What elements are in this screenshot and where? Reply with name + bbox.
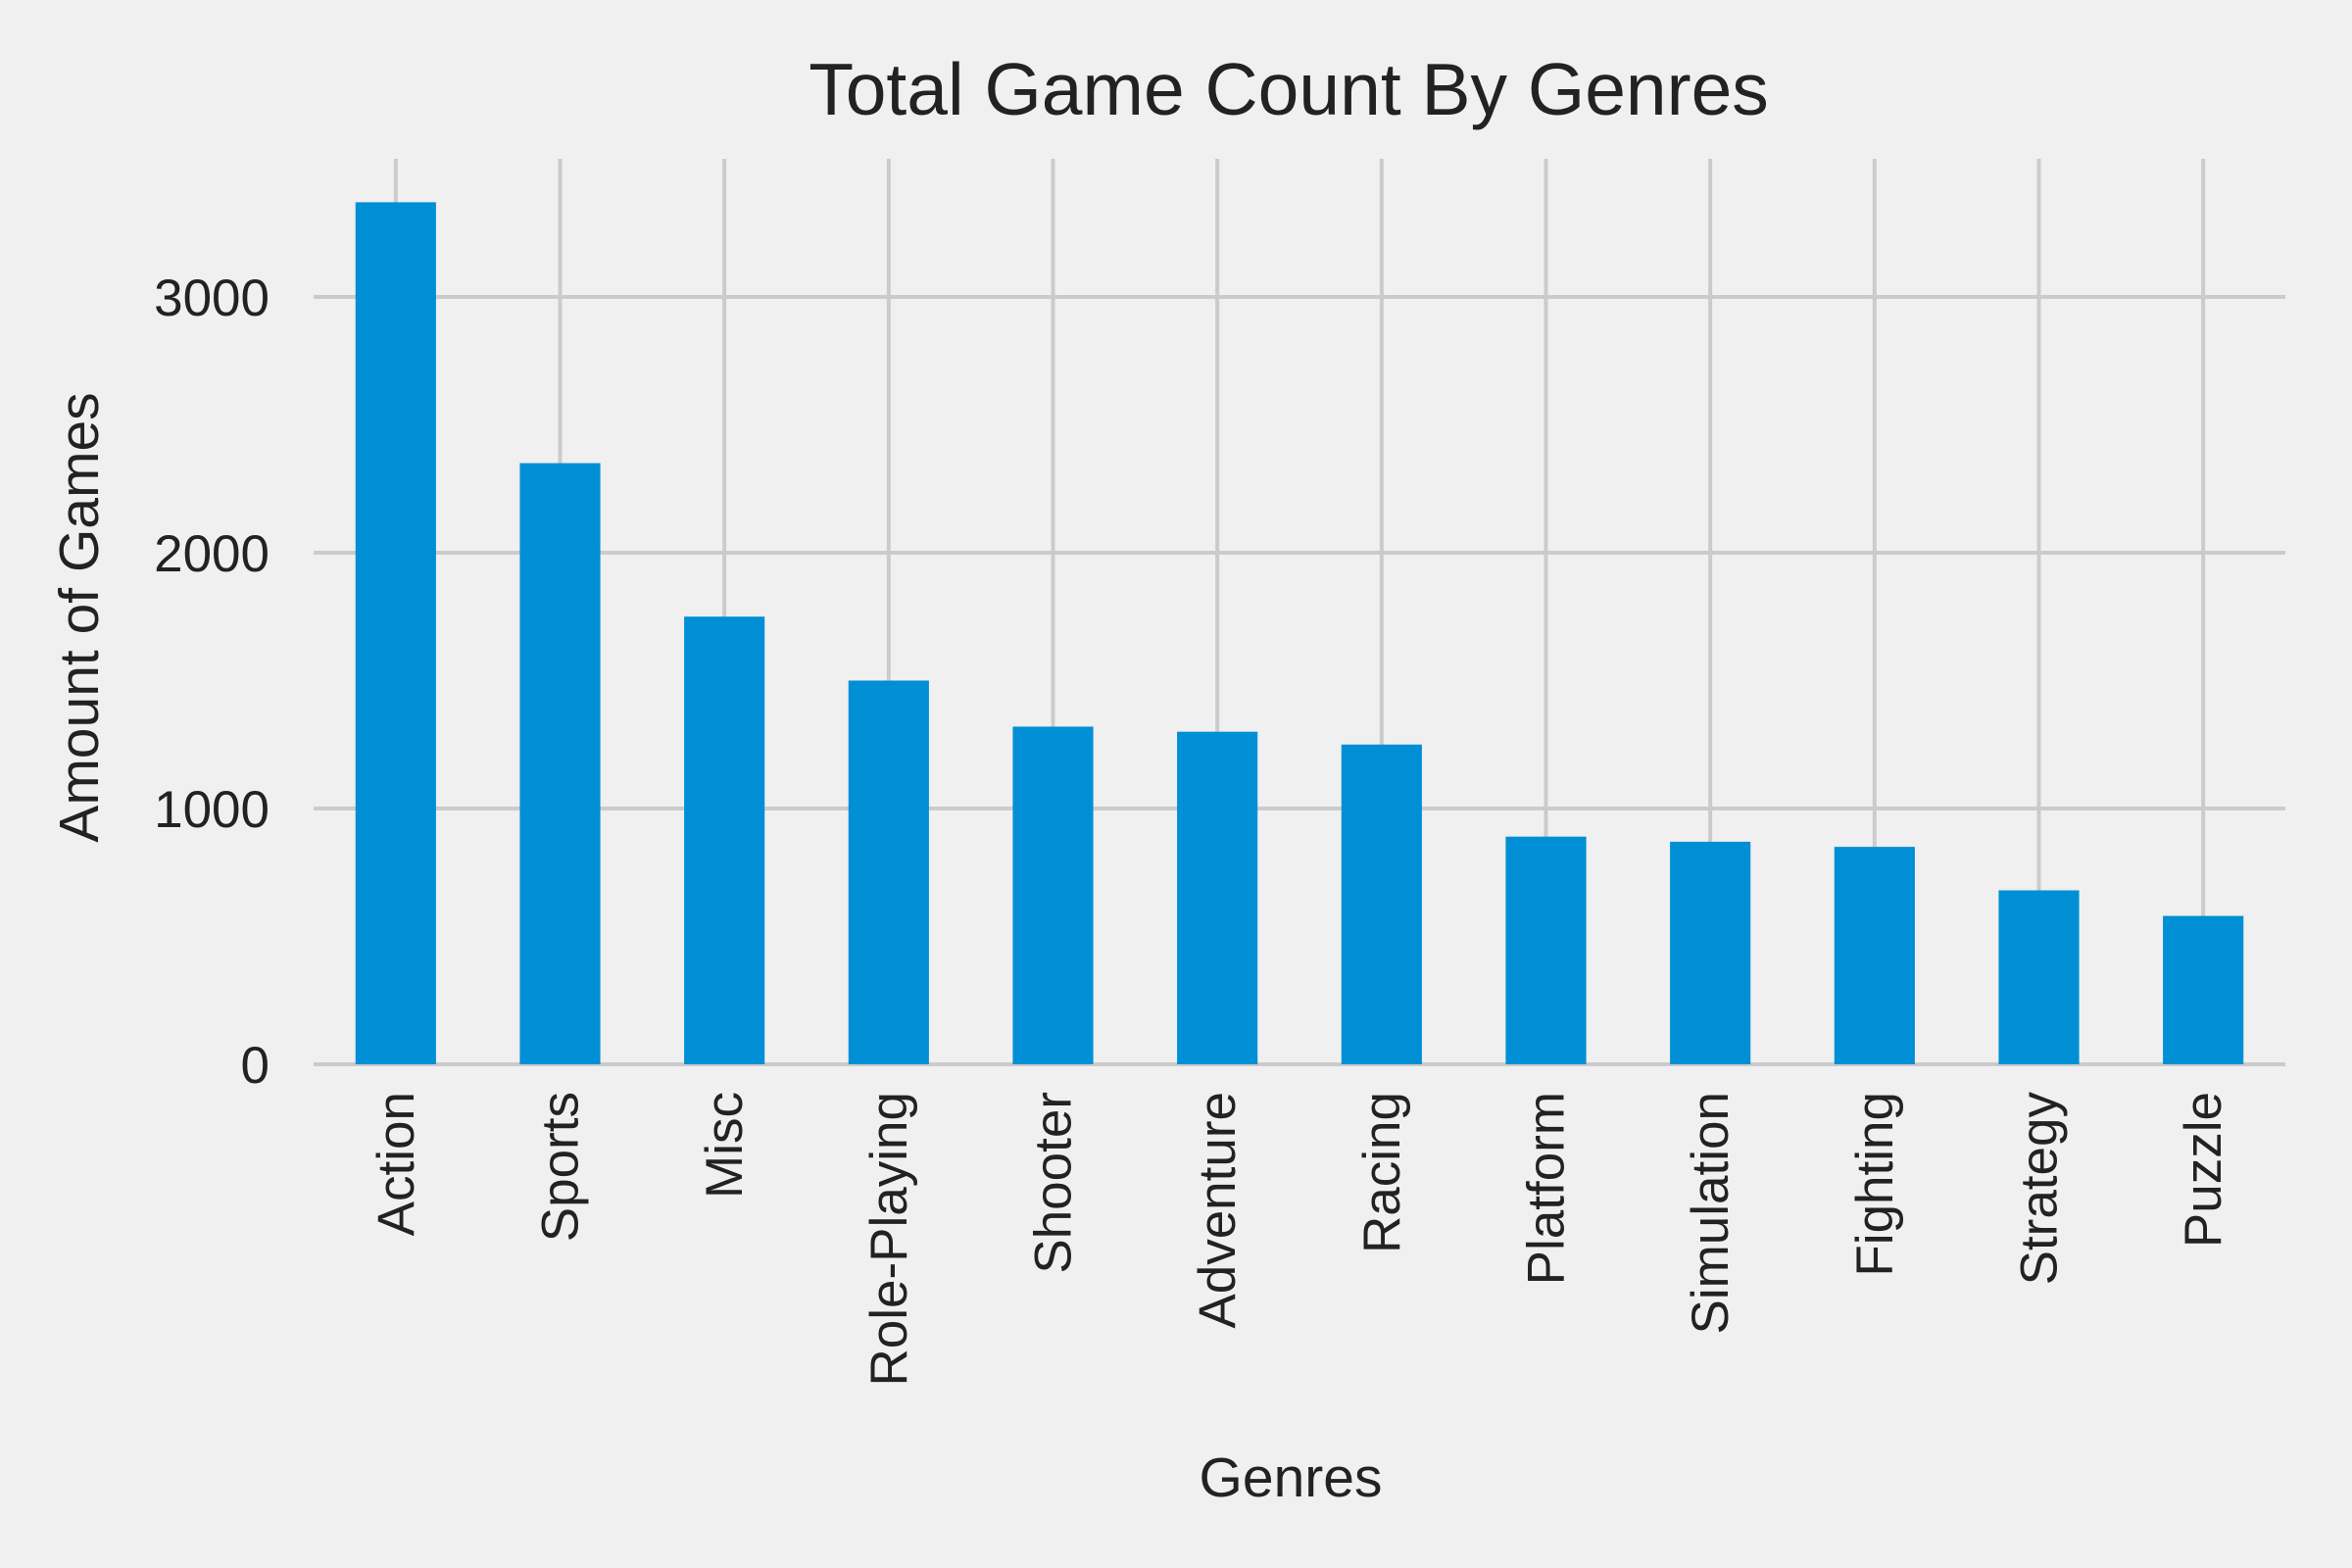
bar-misc [684, 616, 765, 1064]
bar-role-playing [848, 680, 929, 1064]
x-tick-label: Adventure [1189, 1092, 1247, 1329]
chart-title: Total Game Count By Genres [808, 48, 1769, 130]
x-tick-label: Platform [1518, 1092, 1576, 1285]
x-tick-label: Action [368, 1092, 425, 1236]
bar-shooter [1012, 726, 1094, 1064]
bars [355, 202, 2244, 1065]
y-tick-label: 2000 [154, 525, 270, 583]
y-tick-label: 3000 [154, 270, 270, 327]
y-axis-label: Amount of Games [48, 392, 111, 842]
x-tick-label: Strategy [2011, 1092, 2069, 1286]
x-axis-label: Genres [1200, 1446, 1383, 1509]
bar-simulation [1670, 841, 1751, 1064]
bar-racing [1341, 744, 1422, 1064]
y-tick-labels: 0 1000 2000 3000 [154, 270, 270, 1095]
x-tick-label: Sports [532, 1092, 590, 1242]
x-tick-label: Puzzle [2175, 1092, 2232, 1248]
x-tick-label: Role-Playing [860, 1092, 918, 1386]
bar-strategy [1998, 890, 2080, 1064]
bar-sports [519, 463, 601, 1064]
bar-adventure [1177, 731, 1258, 1064]
x-tick-label: Misc [696, 1092, 754, 1199]
x-tick-label: Fighting [1846, 1092, 1904, 1277]
y-gridlines [314, 294, 2285, 1066]
bar-platform [1505, 836, 1587, 1064]
y-tick-label: 0 [241, 1037, 270, 1095]
bar-puzzle [2163, 915, 2244, 1064]
x-tick-label: Racing [1353, 1092, 1411, 1253]
x-tick-labels: Action Sports Misc Role-Playing Shooter Adven… [368, 1092, 2232, 1387]
x-tick-label: Simulation [1682, 1092, 1740, 1334]
x-tick-label: Shooter [1025, 1092, 1083, 1274]
bar-action [355, 202, 436, 1065]
y-tick-label: 1000 [154, 781, 270, 839]
bar-fighting [1834, 847, 1915, 1064]
